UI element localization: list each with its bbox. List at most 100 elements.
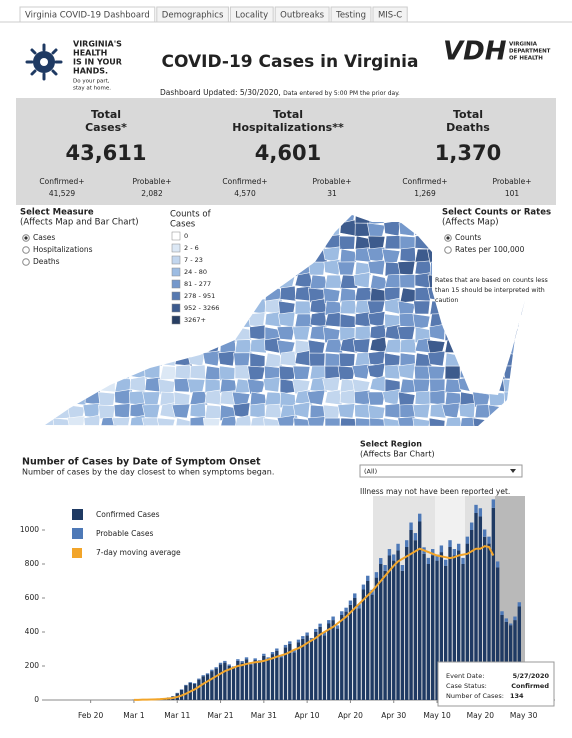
bar [348, 604, 353, 700]
tab-label[interactable]: Virginia COVID-19 Dashboard [25, 11, 150, 21]
radio-label[interactable]: Deaths [33, 257, 60, 266]
bar [270, 652, 275, 655]
tab-label[interactable]: Demographics [162, 11, 224, 21]
county [84, 339, 102, 354]
county [174, 339, 191, 355]
county [413, 365, 431, 380]
county [294, 248, 313, 264]
tab-label[interactable]: Locality [235, 11, 268, 21]
radio[interactable] [22, 246, 30, 254]
county [114, 273, 132, 289]
county [427, 350, 446, 367]
bar [210, 669, 214, 672]
county [264, 403, 282, 419]
tab[interactable] [372, 6, 408, 23]
bar [270, 654, 275, 700]
county [217, 246, 236, 263]
county [354, 417, 371, 426]
bar [482, 529, 487, 537]
region-dropdown[interactable] [359, 464, 523, 478]
county [444, 311, 461, 328]
county [352, 338, 371, 354]
tab[interactable] [229, 6, 274, 23]
radio-label[interactable]: Rates per 100,000 [455, 245, 525, 254]
radio-label[interactable]: Counts [455, 233, 481, 242]
tab-label[interactable]: Outbreaks [280, 11, 324, 21]
county [204, 235, 222, 252]
county [127, 261, 146, 276]
county [218, 274, 236, 292]
tab-label[interactable]: Testing [335, 11, 366, 21]
sub-value: 41,529 [49, 189, 75, 198]
radio[interactable] [444, 246, 452, 254]
tab[interactable] [156, 6, 229, 23]
sub-label: Probable+ [313, 177, 352, 186]
radio[interactable] [22, 258, 30, 266]
bar [262, 655, 266, 700]
bar [456, 543, 461, 551]
bar [288, 643, 292, 700]
legend-swatch [72, 548, 82, 558]
county [294, 235, 312, 251]
county [367, 311, 386, 328]
county [54, 300, 72, 317]
tab[interactable] [274, 6, 330, 23]
county [366, 222, 386, 239]
county [399, 338, 417, 354]
bar [374, 572, 379, 578]
county [203, 326, 221, 342]
county [233, 222, 251, 239]
bar [227, 664, 231, 666]
county [489, 259, 508, 276]
bar [456, 550, 461, 700]
bar [413, 540, 418, 700]
region-value[interactable]: (All) [364, 468, 377, 476]
tab[interactable] [330, 6, 372, 23]
y-tick-label: 800 [25, 559, 40, 568]
county [444, 365, 461, 380]
sub-label: Confirmed+ [222, 177, 267, 186]
tab[interactable] [19, 6, 156, 23]
county [384, 338, 404, 354]
legend-label: 952 - 3266 [184, 304, 219, 312]
county [248, 215, 266, 227]
county [234, 313, 252, 328]
radio-dot[interactable] [24, 236, 28, 240]
bar [357, 608, 361, 700]
bar [322, 635, 327, 700]
bar [396, 550, 400, 700]
county [218, 234, 236, 250]
county [114, 261, 133, 277]
county [129, 376, 147, 393]
radio-label[interactable]: Hospitalizations [33, 245, 93, 254]
county [397, 363, 416, 380]
legend-label: 81 - 277 [184, 280, 211, 288]
county [309, 274, 328, 290]
county [233, 233, 251, 250]
county [189, 364, 206, 380]
dropdown-arrow[interactable] [510, 469, 516, 473]
bar [214, 668, 218, 700]
county [45, 272, 57, 289]
x-tick-label: May 10 [423, 711, 451, 720]
bar [210, 671, 214, 700]
tab-label[interactable]: MIS-C [378, 11, 402, 21]
county [354, 403, 371, 419]
bar [266, 659, 270, 700]
county [279, 245, 299, 263]
county [306, 389, 326, 406]
radio-dot[interactable] [446, 236, 450, 240]
county [367, 259, 386, 276]
county [68, 313, 86, 330]
sub-label: Probable+ [493, 177, 532, 186]
county [369, 336, 388, 354]
tooltip-value: 134 [510, 692, 524, 700]
radio-label[interactable]: Cases [33, 233, 55, 242]
county [367, 404, 386, 421]
bar [513, 616, 517, 621]
county [204, 389, 222, 406]
bar [327, 620, 331, 624]
bar [439, 545, 444, 553]
bar [266, 657, 270, 660]
county [66, 286, 86, 302]
